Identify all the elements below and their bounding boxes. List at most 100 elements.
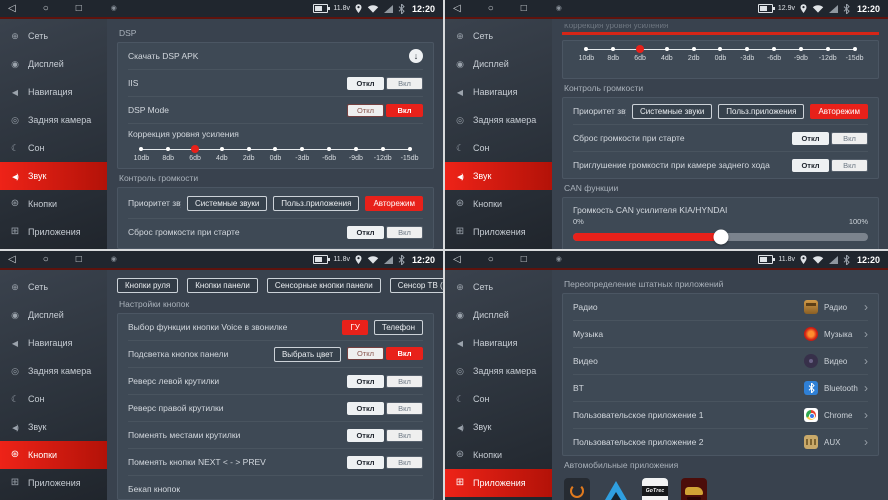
- custom-app-2-row[interactable]: Пользовательское приложение 2 AUX: [573, 429, 868, 455]
- gain-tick[interactable]: -6db: [761, 46, 788, 62]
- recents-button[interactable]: □: [520, 2, 527, 14]
- tab-tv-sensor[interactable]: Сенсор ТВ (IO): [389, 278, 443, 293]
- priority-user-apps-button[interactable]: Польз.приложения: [273, 195, 360, 211]
- gain-tick[interactable]: -12db: [369, 146, 396, 162]
- gain-slider[interactable]: 10db 8db 6db 4db 2db 0db -3db -6db -9db …: [128, 145, 423, 162]
- music-app-row[interactable]: Музыка Музыка: [573, 321, 868, 348]
- recents-button[interactable]: □: [520, 253, 527, 265]
- toggle-off-button[interactable]: Откл: [347, 455, 384, 469]
- back-button[interactable]: ◁: [453, 2, 461, 14]
- sidebar-item-sound[interactable]: Звук: [445, 413, 552, 441]
- home-button[interactable]: ○: [487, 253, 494, 265]
- sidebar-item-network[interactable]: Сеть: [0, 273, 107, 301]
- sidebar-item-network[interactable]: Сеть: [0, 22, 107, 50]
- chevron-right-icon[interactable]: [864, 301, 868, 313]
- gain-tick[interactable]: -12db: [814, 46, 841, 62]
- sidebar-item-apps[interactable]: Приложения: [445, 469, 552, 497]
- toggle-on-button[interactable]: Вкл: [386, 455, 423, 469]
- gain-tick-selected[interactable]: 6db: [182, 145, 209, 162]
- gain-tick[interactable]: 10db: [128, 146, 155, 162]
- home-button[interactable]: ○: [42, 253, 49, 265]
- priority-auto-mode-button[interactable]: Авторежим: [365, 195, 423, 211]
- sidebar-item-navigation[interactable]: Навигация: [445, 329, 552, 357]
- radio-app-row[interactable]: Радио Радио: [573, 294, 868, 321]
- sidebar-item-navigation[interactable]: Навигация: [445, 78, 552, 106]
- toggle-on-button[interactable]: Вкл: [831, 158, 868, 172]
- sidebar-item-network[interactable]: Сеть: [445, 22, 552, 50]
- toggle-off-button[interactable]: Откл: [347, 401, 384, 415]
- sidebar-item-sleep[interactable]: Сон: [0, 385, 107, 413]
- sidebar-item-sleep[interactable]: Сон: [445, 134, 552, 162]
- toggle-on-button[interactable]: Вкл: [831, 131, 868, 145]
- pick-color-button[interactable]: Выбрать цвет: [273, 346, 341, 362]
- sidebar-item-buttons[interactable]: Кнопки: [445, 190, 552, 218]
- tab-steering-wheel-buttons[interactable]: Кнопки руля: [117, 278, 179, 293]
- sidebar-item-display[interactable]: Дисплей: [0, 50, 107, 78]
- sidebar-item-sound[interactable]: Звук: [0, 162, 107, 190]
- home-button[interactable]: ○: [487, 2, 494, 14]
- download-dsp-row[interactable]: Скачать DSP APK: [128, 43, 423, 70]
- gain-slider[interactable]: 10db 8db 6db 4db 2db 0db -3db -6db -9db …: [573, 45, 868, 62]
- custom-app-1-row[interactable]: Пользовательское приложение 1 Chrome: [573, 402, 868, 429]
- gain-tick[interactable]: -6db: [316, 146, 343, 162]
- priority-system-sounds-button[interactable]: Системные звуки: [186, 195, 268, 211]
- gain-tick[interactable]: -15db: [396, 146, 423, 162]
- floating-window-icon[interactable]: ◉: [555, 5, 562, 12]
- tpms-app-icon[interactable]: [564, 478, 590, 500]
- download-icon[interactable]: [409, 49, 423, 63]
- sidebar-item-display[interactable]: Дисплей: [445, 301, 552, 329]
- slider-thumb[interactable]: [713, 229, 728, 245]
- toggle-on-button[interactable]: Вкл: [386, 103, 423, 117]
- chevron-right-icon[interactable]: [864, 355, 868, 367]
- home-button[interactable]: ○: [42, 2, 49, 14]
- bt-app-row[interactable]: BT Bluetooth: [573, 375, 868, 402]
- gain-tick[interactable]: 8db: [155, 146, 182, 162]
- sidebar-item-apps[interactable]: Приложения: [0, 469, 107, 497]
- back-button[interactable]: ◁: [8, 253, 16, 265]
- video-app-row[interactable]: Видео Видео: [573, 348, 868, 375]
- priority-user-apps-button[interactable]: Польз.приложения: [718, 103, 805, 119]
- sidebar-item-rear-camera[interactable]: Задняя камера: [0, 357, 107, 385]
- sidebar-item-buttons[interactable]: Кнопки: [0, 441, 107, 469]
- gain-tick[interactable]: -15db: [841, 46, 868, 62]
- floating-window-icon[interactable]: ◉: [555, 256, 562, 263]
- sidebar-item-sleep[interactable]: Сон: [445, 385, 552, 413]
- sidebar-item-navigation[interactable]: Навигация: [0, 329, 107, 357]
- toggle-on-button[interactable]: Вкл: [386, 374, 423, 388]
- tab-panel-buttons[interactable]: Кнопки панели: [187, 278, 258, 293]
- toggle-on-button[interactable]: Вкл: [386, 428, 423, 442]
- sidebar-item-buttons[interactable]: Кнопки: [445, 441, 552, 469]
- gain-tick-selected[interactable]: 6db: [627, 45, 654, 62]
- back-button[interactable]: ◁: [453, 253, 461, 265]
- recents-button[interactable]: □: [75, 2, 82, 14]
- gain-tick[interactable]: -3db: [734, 46, 761, 62]
- chevron-right-icon[interactable]: [864, 409, 868, 421]
- toggle-off-button[interactable]: Откл: [792, 158, 829, 172]
- priority-system-sounds-button[interactable]: Системные звуки: [631, 103, 713, 119]
- gain-tick[interactable]: 0db: [262, 146, 289, 162]
- chevron-right-icon[interactable]: [864, 436, 868, 448]
- toggle-on-button[interactable]: Вкл: [386, 401, 423, 415]
- gain-tick[interactable]: 2db: [680, 46, 707, 62]
- sidebar-item-display[interactable]: Дисплей: [0, 301, 107, 329]
- gain-tick[interactable]: -9db: [343, 146, 370, 162]
- sidebar-item-apps[interactable]: Приложения: [0, 218, 107, 246]
- sidebar-item-rear-camera[interactable]: Задняя камера: [445, 106, 552, 134]
- toggle-off-button[interactable]: Откл: [347, 428, 384, 442]
- floating-window-icon[interactable]: ◉: [110, 5, 117, 12]
- sidebar-item-display[interactable]: Дисплей: [445, 50, 552, 78]
- toggle-off-button[interactable]: Откл: [347, 225, 384, 239]
- gotrec-app-icon[interactable]: GoTrec: [642, 478, 668, 500]
- sidebar-item-buttons[interactable]: Кнопки: [0, 190, 107, 218]
- android-auto-app-icon[interactable]: [603, 478, 629, 500]
- car-diagnostic-app-icon[interactable]: [681, 478, 707, 500]
- toggle-on-button[interactable]: Вкл: [386, 346, 423, 360]
- tab-touch-panel-buttons[interactable]: Сенсорные кнопки панели: [266, 278, 381, 293]
- buttons-backup-row[interactable]: Бекап кнопок: [128, 476, 423, 500]
- sidebar-item-sleep[interactable]: Сон: [0, 134, 107, 162]
- voice-phone-button[interactable]: Телефон: [373, 319, 423, 335]
- toggle-off-button[interactable]: Откл: [347, 374, 384, 388]
- sidebar-item-rear-camera[interactable]: Задняя камера: [0, 106, 107, 134]
- gain-tick[interactable]: -3db: [289, 146, 316, 162]
- toggle-off-button[interactable]: Откл: [792, 131, 829, 145]
